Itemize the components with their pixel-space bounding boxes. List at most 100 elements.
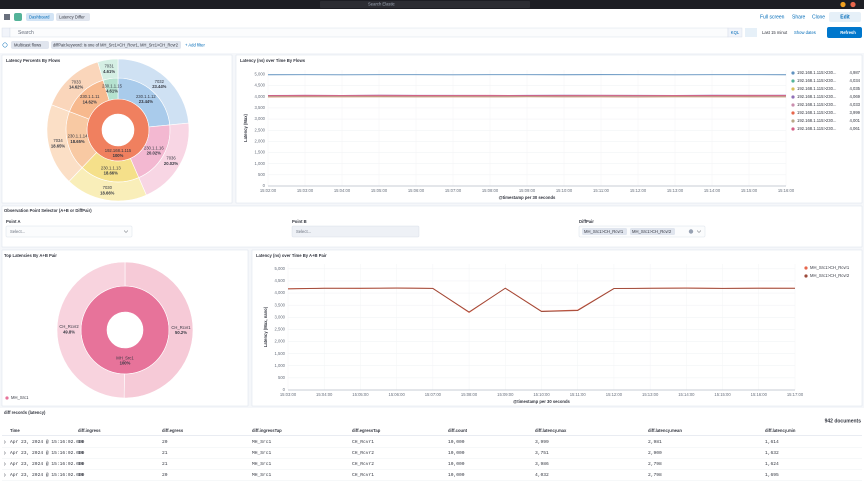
select-placeholder: Select... xyxy=(296,229,311,234)
legend-swatch xyxy=(791,111,795,115)
y-tick-label: 0 xyxy=(283,387,286,392)
segment-label: 7030 xyxy=(103,185,113,190)
x-tick-label: 15:06:00 xyxy=(408,188,425,193)
legend-label: 192.168.1.115>230... xyxy=(797,118,836,123)
filter-pill-label[interactable]: diffPair.keyword: is one of MH_Src1>CH_R… xyxy=(53,42,179,47)
filter-options-icon[interactable] xyxy=(2,42,8,48)
breadcrumb[interactable]: Dashboard xyxy=(29,14,50,19)
breadcrumb-pill xyxy=(56,13,90,21)
y-tick-label: 500 xyxy=(258,172,266,177)
table-cell: 1,632 xyxy=(765,450,779,456)
table-cell: 10,000 xyxy=(448,472,465,478)
legend-label: 192.168.1.115>230... xyxy=(797,126,836,131)
table-cell: CH_Rcvr2 xyxy=(352,450,374,456)
segment-label: 230.1.1.12 xyxy=(136,94,156,99)
full-screen-button[interactable]: Full screen xyxy=(760,14,785,20)
dropdown-arrow xyxy=(123,230,129,233)
panel-title: Latency Percents By Flows xyxy=(6,58,61,63)
refresh-button[interactable]: Refresh xyxy=(840,30,856,35)
filter-pill-label[interactable]: Multicast flows xyxy=(14,42,41,47)
legend-swatch xyxy=(791,71,795,75)
segment-value: 18.65% xyxy=(51,143,65,148)
query-input[interactable] xyxy=(9,27,729,38)
share-button[interactable]: Share xyxy=(792,14,806,20)
date-quick-button[interactable] xyxy=(745,28,757,37)
panel xyxy=(251,249,863,407)
filter-pill[interactable] xyxy=(11,41,49,49)
edit-button[interactable]: Edit xyxy=(840,15,850,21)
segment-value: 100% xyxy=(120,361,131,366)
legend-value: 4,033 xyxy=(850,102,861,107)
filter-pill[interactable] xyxy=(51,41,181,49)
table-cell: 20 xyxy=(162,472,168,478)
x-tick-label: 15:14:00 xyxy=(678,392,695,397)
time-range[interactable]: Last 15 minut xyxy=(762,30,788,35)
x-tick-label: 15:08:00 xyxy=(461,392,478,397)
user-avatar[interactable] xyxy=(840,1,846,8)
y-axis-title: Latency (Max) xyxy=(243,113,248,142)
x-tick-label: 15:15:00 xyxy=(714,392,731,397)
x-tick-label: 15:13:00 xyxy=(642,392,659,397)
x-tick-label: 15:07:00 xyxy=(445,188,462,193)
table-cell: Apr 23, 2024 @ 15:16:02.000 xyxy=(10,461,85,467)
panel-title: Latency (ns) over Time By A+B Pair xyxy=(256,253,327,258)
panel-title: Latency (ns) over Time By Flows xyxy=(240,58,306,63)
point-a-select[interactable] xyxy=(5,225,133,238)
global-search[interactable] xyxy=(320,1,530,8)
table-cell: 3,999 xyxy=(535,439,549,445)
refresh-button-bg[interactable] xyxy=(827,27,862,38)
segment-value: 49.8% xyxy=(63,329,75,334)
legend-label: 192.168.1.115>230... xyxy=(797,102,836,107)
x-axis-title: @timestamp per 30 seconds xyxy=(513,399,570,404)
y-tick-label: 1,000 xyxy=(255,161,266,166)
table-cell: 2,798 xyxy=(648,472,662,478)
clone-button[interactable]: Clone xyxy=(812,14,825,20)
table-cell: CH_Rcvr1 xyxy=(352,439,374,445)
column-header: diff.egress xyxy=(162,428,184,433)
x-tick-label: 15:16:00 xyxy=(778,188,795,193)
segment-label: CH_Rcvr2 xyxy=(59,324,79,329)
add-filter-button[interactable]: + Add filter xyxy=(185,42,206,47)
legend-value: 3,999 xyxy=(850,110,861,115)
select-placeholder: Select... xyxy=(10,229,25,234)
table-cell: MH_Src1 xyxy=(252,461,272,467)
y-tick-label: 3,000 xyxy=(255,116,266,121)
table-cell: 16 xyxy=(78,439,84,445)
column-header: diff.egressTap xyxy=(352,428,381,433)
help-icon[interactable] xyxy=(850,1,856,8)
column-header: diff.ingress xyxy=(78,428,101,433)
y-tick-label: 500 xyxy=(278,375,286,380)
column-header: diff.latency.max xyxy=(535,428,567,433)
segment-label: 230.1.1.15 xyxy=(102,83,122,88)
legend-swatch xyxy=(791,95,795,99)
point-b-select[interactable] xyxy=(291,225,420,238)
show-dates[interactable]: Show dates xyxy=(794,30,816,35)
saved-query-button[interactable] xyxy=(1,27,11,38)
chip[interactable] xyxy=(630,228,675,235)
control-label: Point B xyxy=(292,219,307,224)
legend-value: 4,987 xyxy=(850,70,861,75)
table-cell: 10,000 xyxy=(448,450,465,456)
table-cell: 4,032 xyxy=(535,472,549,478)
x-tick-label: 15:13:00 xyxy=(667,188,684,193)
y-tick-label: 1,500 xyxy=(255,150,266,155)
query-language[interactable]: KQL xyxy=(731,30,740,35)
language-button[interactable] xyxy=(727,27,743,38)
breadcrumb-pill[interactable] xyxy=(26,13,54,21)
x-tick-label: 15:05:00 xyxy=(352,392,369,397)
legend-swatch xyxy=(791,79,795,83)
segment-label: MH_Src1 xyxy=(116,356,134,361)
table-cell: CH_Rcvr1 xyxy=(352,472,374,478)
menu-button[interactable] xyxy=(4,14,10,20)
segment-value: 18.66% xyxy=(100,190,114,195)
edit-button-bg[interactable] xyxy=(829,12,861,22)
chip[interactable] xyxy=(582,228,627,235)
table-cell: 1,624 xyxy=(765,461,779,467)
legend-swatch xyxy=(791,87,795,91)
segment-value: 14.62% xyxy=(69,85,83,90)
y-tick-label: 2,500 xyxy=(255,127,266,132)
clear-button[interactable] xyxy=(688,229,694,234)
segment-label: 192.168.1.115 xyxy=(105,148,132,153)
table-cell: 21 xyxy=(162,461,168,467)
legend-swatch xyxy=(5,396,9,400)
